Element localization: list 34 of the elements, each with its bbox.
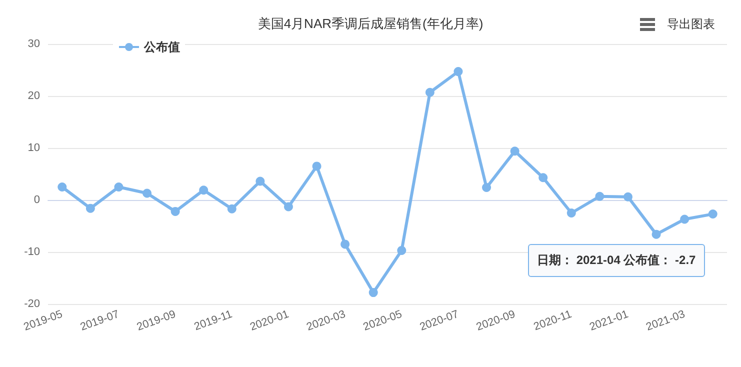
point <box>510 146 520 156</box>
point <box>566 208 576 218</box>
point <box>454 67 463 76</box>
point <box>256 176 265 186</box>
y-tick-label: -20 <box>24 298 40 310</box>
point <box>397 246 406 255</box>
point <box>58 182 67 192</box>
tooltip: 日期： 2021-04 公布值： -2.7 <box>528 244 705 277</box>
point <box>595 192 604 201</box>
y-tick-label: 20 <box>28 90 40 102</box>
y-tick-label: -10 <box>24 246 40 258</box>
point <box>284 202 293 212</box>
point <box>538 173 548 182</box>
chart-title: 美国4月NAR季调后成屋销售(年化月率) <box>258 16 484 31</box>
point <box>425 88 434 97</box>
point <box>623 192 632 202</box>
point <box>142 188 152 198</box>
point <box>680 214 690 224</box>
point <box>86 204 95 213</box>
legend-label: 公布值 <box>143 40 180 54</box>
text: 导出图表 <box>667 16 715 33</box>
y-tick-label: 10 <box>28 142 40 154</box>
point <box>708 210 718 219</box>
point <box>114 182 124 192</box>
point <box>340 240 350 249</box>
point <box>652 230 661 239</box>
point <box>227 204 236 214</box>
point <box>368 288 378 298</box>
y-tick-label: 0 <box>34 194 40 206</box>
point <box>312 162 322 171</box>
point <box>199 186 208 195</box>
y-tick-label: 30 <box>28 38 40 50</box>
point <box>482 183 492 192</box>
point <box>170 206 180 216</box>
